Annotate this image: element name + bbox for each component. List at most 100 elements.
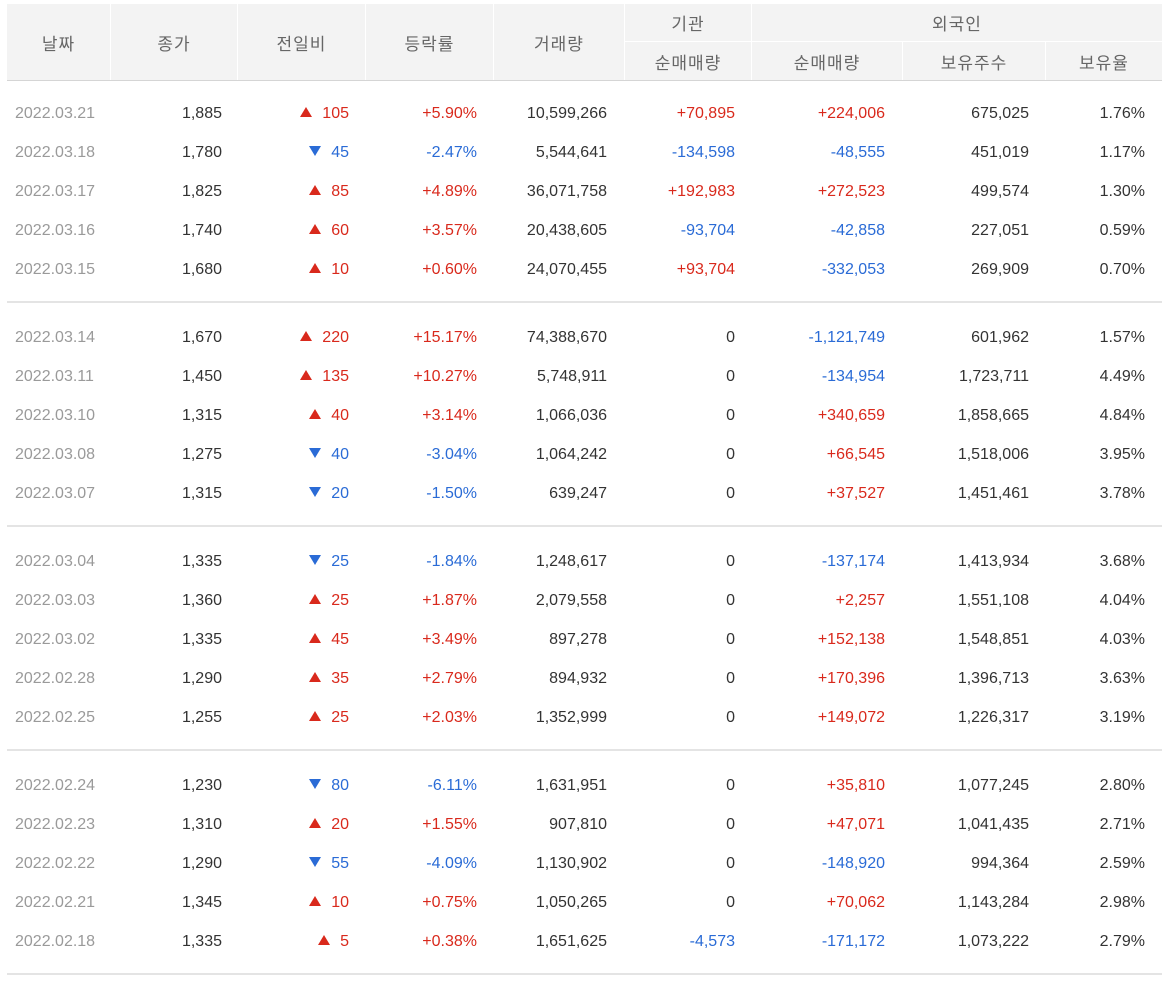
foreign-net-cell: -148,920 xyxy=(821,855,885,872)
institution-net-cell: 0 xyxy=(726,553,735,570)
foreign-net-cell: +340,659 xyxy=(817,407,885,424)
institution-net-cell: 0 xyxy=(726,485,735,502)
change-value: 45 xyxy=(331,631,349,648)
foreign-ratio-cell: 2.59% xyxy=(1099,855,1145,872)
rate-cell: +2.79% xyxy=(422,670,477,687)
institution-net-cell: 0 xyxy=(726,777,735,794)
date-cell: 2022.03.10 xyxy=(15,407,96,424)
triangle-down-icon xyxy=(309,447,322,458)
institution-net-cell: 0 xyxy=(726,631,735,648)
rate-cell: -3.04% xyxy=(426,446,477,463)
foreign-holdings-cell: 1,548,851 xyxy=(957,631,1029,648)
close-cell: 1,335 xyxy=(181,553,222,570)
table-row: 2022.03.18 1,780 45 -2.47% 5,544,641 -134,598… xyxy=(7,133,1162,172)
change-value: 10 xyxy=(331,261,349,278)
foreign-ratio-cell: 4.84% xyxy=(1099,407,1145,424)
change-cell: 25 xyxy=(237,698,349,737)
foreign-ratio-cell: 3.95% xyxy=(1099,446,1145,463)
date-cell: 2022.03.14 xyxy=(15,329,96,346)
rate-cell: +0.38% xyxy=(422,933,477,950)
header-volume: 거래량 xyxy=(534,34,584,55)
close-cell: 1,360 xyxy=(181,592,222,609)
date-cell: 2022.03.15 xyxy=(15,261,96,278)
table-row: 2022.03.21 1,885 105 +5.90% 10,599,266 +70,89… xyxy=(7,94,1162,133)
rate-cell: -2.47% xyxy=(426,144,477,161)
change-value: 220 xyxy=(322,329,349,346)
table-row: 2022.03.15 1,680 10 +0.60% 24,070,455 +93,704… xyxy=(7,250,1162,289)
triangle-up-icon xyxy=(309,632,322,643)
close-cell: 1,335 xyxy=(181,933,222,950)
close-cell: 1,315 xyxy=(181,485,222,502)
rate-cell: +5.90% xyxy=(422,105,477,122)
table-row: 2022.03.17 1,825 85 +4.89% 36,071,758 +192,98… xyxy=(7,172,1162,211)
triangle-down-icon xyxy=(309,145,322,156)
change-value: 25 xyxy=(331,709,349,726)
foreign-ratio-cell: 1.30% xyxy=(1099,183,1145,200)
rate-cell: +3.57% xyxy=(422,222,477,239)
change-cell: 20 xyxy=(237,805,349,844)
volume-cell: 5,748,911 xyxy=(537,368,607,385)
rate-cell: +2.03% xyxy=(422,709,477,726)
group-divider xyxy=(7,749,1162,751)
foreign-ratio-cell: 4.04% xyxy=(1099,592,1145,609)
close-cell: 1,885 xyxy=(181,105,222,122)
institution-net-cell: -4,573 xyxy=(689,933,735,950)
close-cell: 1,290 xyxy=(181,670,222,687)
rate-cell: -4.09% xyxy=(426,855,477,872)
change-cell: 25 xyxy=(237,581,349,620)
date-cell: 2022.03.16 xyxy=(15,222,96,239)
foreign-net-cell: -137,174 xyxy=(821,553,885,570)
date-cell: 2022.02.25 xyxy=(15,709,96,726)
change-value: 135 xyxy=(322,368,349,385)
header-divider xyxy=(237,4,238,80)
change-cell: 45 xyxy=(237,620,349,659)
volume-cell: 1,352,999 xyxy=(535,709,607,726)
close-cell: 1,670 xyxy=(181,329,222,346)
rate-cell: -1.84% xyxy=(426,553,477,570)
triangle-up-icon xyxy=(309,262,322,273)
foreign-holdings-cell: 1,041,435 xyxy=(957,816,1029,833)
foreign-holdings-cell: 1,073,222 xyxy=(957,933,1029,950)
foreign-holdings-cell: 1,396,713 xyxy=(957,670,1029,687)
close-cell: 1,275 xyxy=(181,446,222,463)
rate-cell: +0.60% xyxy=(422,261,477,278)
institution-net-cell: 0 xyxy=(726,709,735,726)
change-value: 20 xyxy=(331,816,349,833)
rate-cell: +4.89% xyxy=(422,183,477,200)
foreign-holdings-cell: 269,909 xyxy=(971,261,1029,278)
foreign-holdings-cell: 1,858,665 xyxy=(957,407,1029,424)
change-cell: 5 xyxy=(237,922,349,961)
institution-net-cell: 0 xyxy=(726,446,735,463)
rate-cell: +1.55% xyxy=(422,816,477,833)
foreign-net-cell: +272,523 xyxy=(817,183,885,200)
volume-cell: 1,050,265 xyxy=(535,894,607,911)
table-row: 2022.03.08 1,275 40 -3.04% 1,064,242 0 +66,545… xyxy=(7,435,1162,474)
volume-cell: 894,932 xyxy=(549,670,607,687)
foreign-holdings-cell: 994,364 xyxy=(971,855,1029,872)
volume-cell: 1,064,242 xyxy=(535,446,607,463)
group-divider xyxy=(7,301,1162,303)
foreign-ratio-cell: 0.59% xyxy=(1099,222,1145,239)
rate-cell: +3.14% xyxy=(422,407,477,424)
foreign-net-cell: -42,858 xyxy=(830,222,885,239)
date-cell: 2022.03.07 xyxy=(15,485,96,502)
change-value: 55 xyxy=(331,855,349,872)
change-value: 80 xyxy=(331,777,349,794)
foreign-ratio-cell: 3.19% xyxy=(1099,709,1145,726)
header-divider xyxy=(110,4,111,80)
foreign-ratio-cell: 1.57% xyxy=(1099,329,1145,346)
institution-net-cell: 0 xyxy=(726,894,735,911)
volume-cell: 639,247 xyxy=(549,485,607,502)
triangle-down-icon xyxy=(309,486,322,497)
foreign-ratio-cell: 2.80% xyxy=(1099,777,1145,794)
date-cell: 2022.02.28 xyxy=(15,670,96,687)
triangle-up-icon xyxy=(309,593,322,604)
header-foreign-net: 순매매량 xyxy=(793,53,861,74)
foreign-ratio-cell: 3.63% xyxy=(1099,670,1145,687)
close-cell: 1,230 xyxy=(181,777,222,794)
foreign-net-cell: +35,810 xyxy=(826,777,885,794)
foreign-ratio-cell: 1.17% xyxy=(1099,144,1145,161)
change-cell: 135 xyxy=(237,357,349,396)
change-value: 20 xyxy=(331,485,349,502)
foreign-holdings-cell: 1,451,461 xyxy=(957,485,1029,502)
